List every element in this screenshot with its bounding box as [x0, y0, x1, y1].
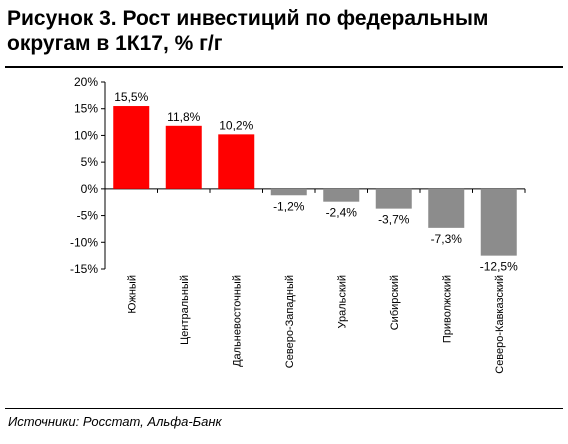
y-tick-label: -15%	[70, 262, 98, 276]
category-label: Приволжский	[441, 275, 453, 343]
data-label: 10,2%	[219, 118, 253, 132]
data-label: 11,8%	[167, 110, 200, 124]
category-label: Дальневосточный	[231, 275, 243, 367]
y-tick-label: 15%	[74, 102, 98, 116]
data-label: 15,5%	[114, 90, 148, 104]
category-label: Южный	[126, 275, 138, 314]
footer-divider	[5, 408, 563, 409]
data-label: -3,7%	[378, 213, 410, 227]
y-tick-label: 0%	[81, 182, 99, 196]
category-label: Сибирский	[389, 275, 401, 330]
bar	[375, 188, 412, 209]
bar	[113, 106, 150, 189]
title-line-2: округам в 1К17, % г/г	[7, 32, 223, 55]
chart-title: Рисунок 3. Рост инвестиций по федеральны…	[7, 6, 563, 56]
y-tick-label: 20%	[74, 75, 98, 89]
bar	[323, 188, 360, 202]
y-tick-label: -5%	[77, 209, 99, 223]
bar	[428, 188, 465, 228]
y-tick-label: 5%	[81, 155, 99, 169]
bar	[480, 188, 517, 256]
bar	[218, 134, 255, 189]
data-label: -2,4%	[326, 206, 358, 220]
data-label: -7,3%	[431, 232, 463, 246]
category-label: Северо-Кавказский	[494, 275, 506, 374]
source-note: Источники: Росстат, Альфа-Банк	[8, 414, 222, 429]
bar-chart: 20% 15% 10% 5% 0% -5% -10% -15% 15,5% Южный 11,8% Ц…	[70, 75, 526, 374]
bar	[270, 188, 307, 196]
data-label: -1,2%	[273, 199, 305, 213]
data-label: -12,5%	[480, 260, 518, 274]
bar	[165, 125, 202, 189]
title-line-1: Рисунок 3. Рост инвестиций по федеральны…	[7, 7, 489, 30]
y-tick-label: 10%	[74, 128, 98, 142]
category-label: Центральный	[179, 275, 191, 345]
title-divider	[5, 66, 563, 68]
category-label: Северо-Западный	[284, 275, 296, 368]
category-label: Уральский	[336, 275, 348, 328]
y-tick-label: -10%	[70, 235, 98, 249]
